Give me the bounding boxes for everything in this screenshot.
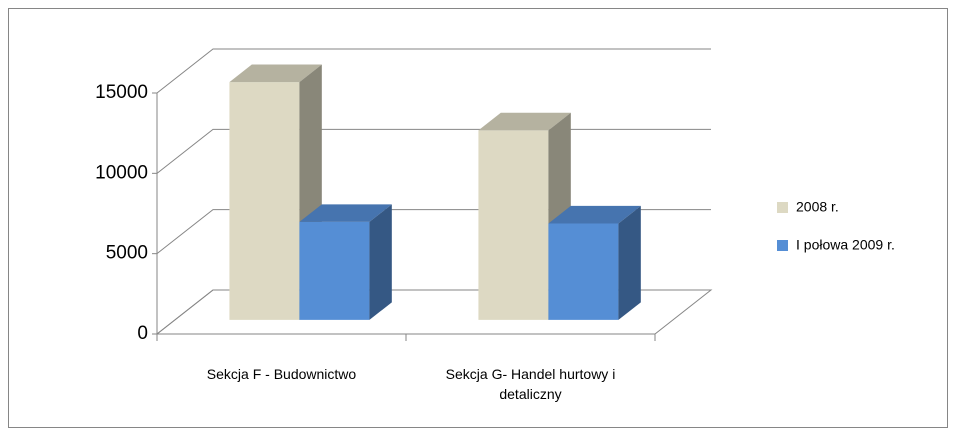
- bar-front: [229, 82, 300, 320]
- bar-side: [369, 204, 392, 320]
- x-tick-label: Sekcja F - Budownictwo: [206, 366, 357, 382]
- bar: [229, 64, 322, 320]
- legend-label: I połowa 2009 r.: [796, 237, 895, 253]
- legend-swatch: [777, 240, 788, 251]
- bar-top: [229, 64, 322, 83]
- legend-swatch: [777, 202, 788, 213]
- y-tick-label: 5000: [106, 243, 148, 264]
- bar: [299, 204, 392, 320]
- legend-label: 2008 r.: [796, 199, 839, 215]
- grid-line: [156, 48, 711, 94]
- bar-top: [299, 204, 392, 222]
- bar-top: [478, 112, 571, 131]
- chart-border: [8, 8, 948, 428]
- bar-front: [299, 221, 370, 320]
- bar-front: [548, 223, 619, 320]
- y-tick-label: 15000: [95, 82, 148, 103]
- bar-front: [478, 130, 549, 320]
- bar: [548, 205, 641, 320]
- x-tick-label: Sekcja G- Handel hurtowy i detaliczny: [445, 366, 616, 402]
- y-tick-label: 10000: [95, 162, 148, 183]
- bar-side: [618, 205, 641, 320]
- y-tick-label: 0: [137, 323, 148, 344]
- bar-top: [548, 205, 641, 224]
